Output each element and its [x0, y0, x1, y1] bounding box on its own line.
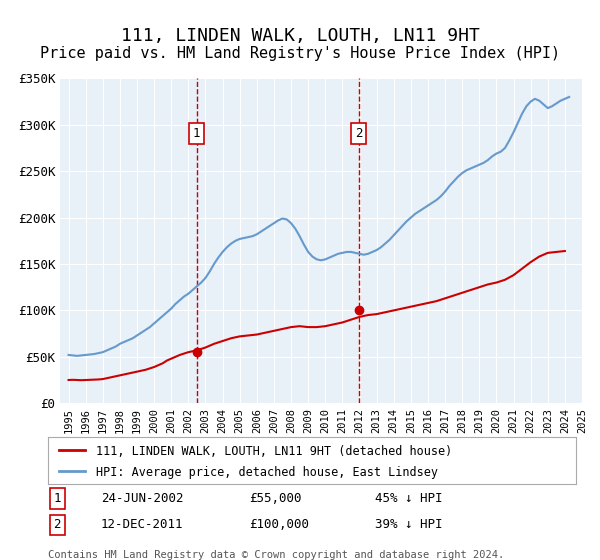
Text: 2: 2 — [53, 519, 61, 531]
Text: 39% ↓ HPI: 39% ↓ HPI — [376, 519, 443, 531]
Text: 111, LINDEN WALK, LOUTH, LN11 9HT (detached house): 111, LINDEN WALK, LOUTH, LN11 9HT (detac… — [95, 445, 452, 458]
Text: £55,000: £55,000 — [248, 492, 301, 505]
Text: Price paid vs. HM Land Registry's House Price Index (HPI): Price paid vs. HM Land Registry's House … — [40, 46, 560, 60]
Text: Contains HM Land Registry data © Crown copyright and database right 2024.
This d: Contains HM Land Registry data © Crown c… — [48, 550, 504, 560]
Text: 2: 2 — [355, 127, 362, 140]
Text: 45% ↓ HPI: 45% ↓ HPI — [376, 492, 443, 505]
Text: 12-DEC-2011: 12-DEC-2011 — [101, 519, 184, 531]
Text: 24-JUN-2002: 24-JUN-2002 — [101, 492, 184, 505]
Text: 1: 1 — [193, 127, 200, 140]
Text: £100,000: £100,000 — [248, 519, 308, 531]
Text: HPI: Average price, detached house, East Lindsey: HPI: Average price, detached house, East… — [95, 465, 437, 479]
Text: 111, LINDEN WALK, LOUTH, LN11 9HT: 111, LINDEN WALK, LOUTH, LN11 9HT — [121, 27, 479, 45]
Text: 1: 1 — [53, 492, 61, 505]
